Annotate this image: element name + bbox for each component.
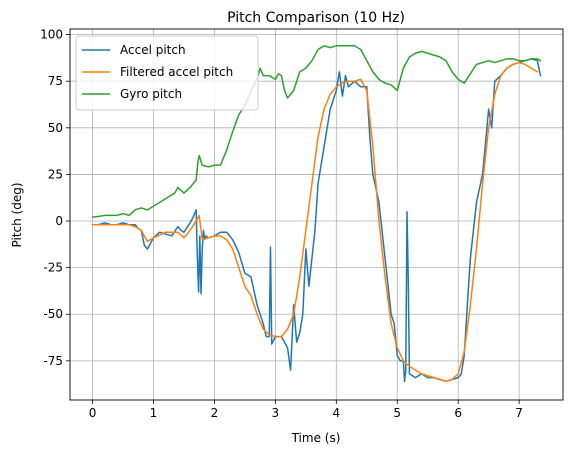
y-tick-label: -50 (43, 307, 63, 321)
legend-label-accel-pitch: Accel pitch (120, 43, 186, 57)
plot-frame (69, 28, 564, 401)
y-tick-label: 0 (55, 214, 63, 228)
legend-box (75, 35, 259, 111)
chart-title: Pitch Comparison (10 Hz) (227, 10, 405, 26)
axis-ticks: 0 1 2 3 4 5 6 7 -75 -50 -25 0 25 50 75 100 (40, 28, 523, 420)
y-tick-label: 100 (40, 28, 63, 42)
series-lines (91, 45, 542, 383)
y-tick-label: 25 (48, 167, 63, 181)
legend-label-gyro-pitch: Gyro pitch (120, 87, 182, 101)
x-tick-label: 0 (89, 406, 97, 420)
legend-label-filtered-accel-pitch: Filtered accel pitch (120, 65, 233, 79)
series-line-accel-pitch (91, 58, 542, 383)
x-tick-label: 4 (332, 406, 340, 420)
y-tick-label: 75 (48, 74, 63, 88)
x-tick-label: 6 (454, 406, 462, 420)
series-line-gyro-pitch (91, 45, 542, 219)
y-tick-label: -75 (43, 354, 63, 368)
x-axis-label: Time (s) (291, 431, 341, 445)
y-axis-label: Pitch (deg) (10, 182, 24, 247)
x-tick-label: 5 (393, 406, 401, 420)
series-line-filtered-accel-pitch (91, 61, 539, 383)
x-tick-label: 2 (211, 406, 219, 420)
x-tick-label: 7 (515, 406, 523, 420)
legend: Accel pitch Filtered accel pitch Gyro pitc… (75, 35, 259, 111)
x-tick-label: 1 (150, 406, 158, 420)
y-tick-label: 50 (48, 121, 63, 135)
x-tick-label: 3 (272, 406, 280, 420)
y-tick-label: -25 (43, 261, 63, 275)
